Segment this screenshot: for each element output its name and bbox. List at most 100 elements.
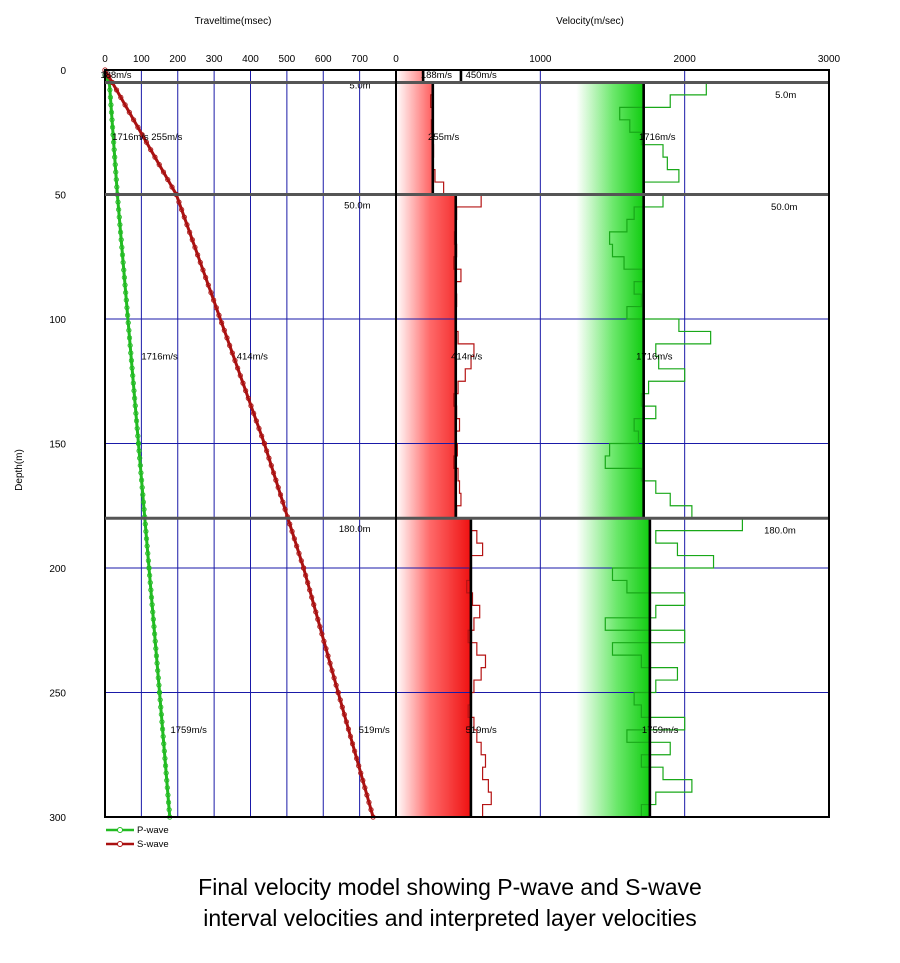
s-wave-marker: [273, 477, 279, 483]
s-wave-marker: [229, 350, 235, 356]
legend-marker: [117, 827, 123, 833]
p-wave-marker: [140, 499, 147, 505]
traveltime-tick-label: 400: [242, 54, 259, 65]
depth-tick-label: 0: [60, 66, 66, 77]
p-wave-marker: [164, 777, 170, 783]
p-wave-marker: [109, 124, 116, 130]
s-wave-marker: [303, 572, 309, 578]
p-wave-marker: [123, 289, 129, 296]
velocity-tick-label: 3000: [818, 54, 841, 65]
s-wave-marker: [343, 719, 349, 725]
s-wave-marker: [305, 580, 311, 586]
s-wave-marker: [327, 660, 333, 666]
s-wave-marker: [187, 229, 193, 235]
legend-marker: [117, 841, 123, 847]
velocity-axis-label: Velocity(m/sec): [556, 16, 624, 27]
s-wave-marker: [266, 455, 272, 461]
s-wave-marker: [325, 653, 331, 659]
p-wave-marker: [158, 704, 164, 710]
p-wave-marker: [111, 147, 117, 153]
p-wave-marker: [143, 528, 149, 534]
p-wave-marker: [148, 587, 154, 593]
s-wave-marker: [360, 777, 366, 783]
s-wave-marker: [227, 342, 233, 349]
s-wave-marker: [240, 380, 246, 386]
p-wave-marker: [125, 320, 131, 326]
s-wave-marker: [221, 327, 227, 333]
traveltime-tick-label: 200: [169, 54, 186, 65]
s-wave-marker: [329, 667, 335, 674]
s-wave-marker: [160, 169, 167, 175]
s-wave-marker: [323, 645, 329, 652]
p-wave-marker: [155, 667, 161, 674]
s-wave-marker: [341, 711, 347, 718]
p-wave-marker: [113, 176, 119, 183]
p-wave-marker: [121, 274, 128, 281]
depth-axis-label: Depth(m): [14, 449, 25, 491]
s-wave-marker: [331, 675, 337, 681]
velocity-annotation: 1759m/s: [642, 725, 679, 736]
p-wave-marker: [128, 357, 135, 364]
s-wave-marker: [152, 154, 158, 160]
s-wave-marker: [118, 94, 124, 100]
traveltime-annotation: 1716m/s: [112, 132, 149, 143]
p-wave-marker: [114, 184, 120, 190]
p-wave-marker: [154, 660, 160, 666]
p-wave-marker: [151, 623, 157, 630]
s-wave-marker: [349, 741, 356, 747]
p-wave-marker: [110, 132, 116, 138]
s-wave-marker: [208, 289, 214, 296]
velocity-tick-label: 2000: [674, 54, 697, 65]
p-wave-marker: [108, 102, 114, 108]
s-wave-marker: [192, 244, 198, 250]
s-wave-marker: [148, 147, 154, 153]
p-wave-marker: [130, 380, 136, 386]
p-wave-marker: [124, 305, 130, 311]
s-wave-marker: [315, 616, 321, 622]
p-wave-marker: [162, 763, 169, 769]
p-wave-marker: [116, 214, 122, 220]
velocity-annotation: 519m/s: [466, 725, 497, 736]
p-wave-marker: [135, 433, 141, 439]
s-wave-marker: [256, 425, 262, 432]
p-wave-marker: [165, 792, 171, 798]
s-wave-marker: [351, 748, 358, 754]
p-wave-marker: [127, 342, 133, 349]
velocity-frame: [395, 69, 830, 818]
p-wave-marker: [117, 222, 123, 228]
traveltime-annotation: 414m/s: [237, 351, 268, 362]
velocity-tick-label: 0: [393, 54, 399, 65]
s-wave-marker: [282, 506, 288, 513]
p-wave-marker: [138, 477, 145, 483]
p-wave-marker: [164, 785, 170, 791]
velocity-annotation: 414m/s: [451, 351, 482, 362]
traveltime-tick-label: 600: [315, 54, 332, 65]
layer-depth-label: 5.0m: [349, 80, 370, 91]
s-wave-marker: [135, 124, 141, 130]
p-wave-marker: [159, 726, 166, 732]
p-wave-marker: [147, 572, 153, 578]
depth-tick-label: 50: [55, 191, 67, 202]
s-wave-marker: [113, 87, 120, 93]
caption-line-2: interval velocities and interpreted laye…: [203, 905, 697, 931]
s-wave-marker: [235, 365, 241, 371]
p-wave-marker: [145, 558, 151, 564]
p-wave-marker: [148, 594, 155, 600]
velocity-annotation: 5.0m: [775, 90, 796, 101]
legend-label: P-wave: [137, 825, 169, 836]
velocity-annotation: 450m/s: [466, 70, 497, 81]
p-wave-marker: [159, 719, 165, 725]
s-wave-marker: [313, 609, 319, 615]
p-wave-marker: [139, 484, 145, 491]
s-wave-marker: [143, 139, 150, 145]
p-wave-marker: [126, 327, 132, 333]
depth-tick-label: 100: [49, 315, 66, 326]
s-wave-marker: [368, 807, 374, 813]
p-wave-marker: [147, 580, 153, 586]
p-wave-marker: [157, 697, 163, 703]
traveltime-annotation: 1759m/s: [170, 725, 207, 736]
p-wave-marker: [108, 109, 115, 115]
depth-tick-label: 150: [49, 440, 66, 451]
s-wave-marker: [181, 214, 187, 220]
figure-caption: Final velocity model showing P-wave and …: [0, 872, 900, 934]
